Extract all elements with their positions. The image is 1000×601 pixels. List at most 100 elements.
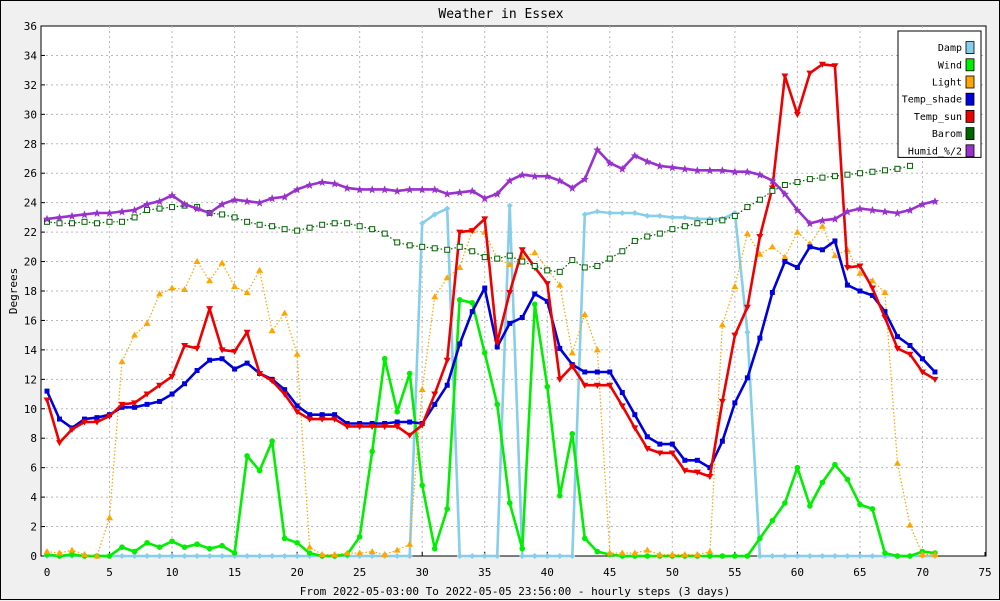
barom-point <box>706 218 713 225</box>
legend-label: Light <box>932 78 962 89</box>
damp-point <box>506 202 513 209</box>
light-point <box>343 549 351 556</box>
series-temp-sun <box>43 61 939 480</box>
wind-point <box>144 539 150 546</box>
temp-sun-point <box>56 440 64 447</box>
damp-point <box>206 553 213 559</box>
x-tick-label: 75 <box>978 566 991 579</box>
barom-point <box>444 246 451 253</box>
temp-sun-point <box>106 413 114 420</box>
barom-point <box>294 227 301 234</box>
damp-point <box>819 553 826 559</box>
y-tick-label: 8 <box>30 432 37 445</box>
temp-sun-point <box>143 391 151 398</box>
damp-point <box>469 553 476 559</box>
temp-shade-point <box>344 421 350 426</box>
wind-point <box>519 545 526 552</box>
barom-point <box>219 211 226 218</box>
temp-sun-point <box>68 426 76 433</box>
damp-point <box>744 329 751 336</box>
y-tick-label: 32 <box>24 79 37 92</box>
temp-shade-point <box>932 369 938 375</box>
damp-point <box>844 553 851 559</box>
light-point <box>693 551 701 558</box>
wind-point <box>494 401 501 408</box>
legend-swatch <box>965 75 975 89</box>
light-point <box>656 551 664 558</box>
barom-point <box>594 262 601 269</box>
y-tick-label: 10 <box>24 403 37 416</box>
humid-2-point <box>418 185 427 194</box>
wind-point <box>119 544 125 550</box>
temp-shade-point <box>607 369 613 375</box>
light-point <box>356 549 364 556</box>
wind-point <box>644 553 651 559</box>
y-tick-label: 16 <box>24 314 37 327</box>
y-tick-label: 26 <box>24 167 37 180</box>
damp-point <box>644 212 651 219</box>
legend-swatch <box>965 127 975 140</box>
wind-point <box>782 500 788 506</box>
temp-shade-point <box>894 334 900 340</box>
barom-point <box>269 223 276 230</box>
temp-sun-point <box>506 289 514 296</box>
temp-sun-point <box>656 450 664 457</box>
y-tick-label: 12 <box>24 373 37 386</box>
y-tick-label: 28 <box>24 138 37 151</box>
light-point <box>881 288 889 295</box>
temp-shade-point <box>182 381 188 387</box>
barom-point <box>906 162 913 169</box>
damp-point <box>369 553 376 559</box>
temp-sun-point <box>718 398 726 405</box>
legend-label: Wind <box>938 60 962 71</box>
wind-point <box>231 550 238 556</box>
temp-shade-point <box>744 375 750 381</box>
temp-shade-point <box>457 341 463 347</box>
temp-shade-point <box>582 369 588 375</box>
light-point <box>181 286 189 293</box>
temp-sun-point <box>93 419 101 426</box>
temp-sun-point <box>731 332 739 339</box>
temp-shade-point <box>557 345 563 351</box>
temp-shade-point <box>807 244 813 250</box>
light-point <box>681 551 689 558</box>
temp-sun-point <box>406 432 414 439</box>
light-point <box>668 551 676 558</box>
temp-sun-point <box>931 376 939 383</box>
temp-shade-point <box>507 320 513 326</box>
barom-point <box>481 254 488 261</box>
temp-shade-point <box>519 315 525 320</box>
humid-2-point <box>443 189 452 198</box>
humid-2-point <box>430 185 439 194</box>
barom-point <box>256 221 263 228</box>
wind-point <box>219 542 225 549</box>
light-point <box>868 277 876 284</box>
temp-sun-point <box>843 264 851 271</box>
humid-2-point <box>568 183 577 192</box>
temp-shade-point <box>794 264 800 270</box>
temp-shade-point <box>707 465 713 471</box>
humid-2-point <box>330 179 339 188</box>
temp-sun-point <box>81 419 89 426</box>
temp-sun-point <box>443 357 451 364</box>
temp-shade-point <box>532 291 538 297</box>
humid-2-point <box>105 208 114 217</box>
x-axis-label: From 2022-05-03:00 To 2022-05-05 23:56:0… <box>300 585 730 598</box>
temp-shade-point <box>244 360 250 366</box>
damp-point <box>544 553 551 559</box>
light-point <box>593 346 601 353</box>
humid-2-point <box>780 189 789 198</box>
legend-label: Barom <box>932 129 962 140</box>
temp-shade-point <box>594 369 600 375</box>
light-point <box>443 274 451 281</box>
humid-2-point <box>618 164 627 173</box>
damp-point <box>294 553 301 559</box>
humid-2-point <box>93 208 102 217</box>
wind-point <box>594 548 601 555</box>
humid-2-point <box>868 206 877 215</box>
temp-sun-point <box>918 369 926 376</box>
barom-point <box>344 220 351 227</box>
damp-point <box>606 209 613 216</box>
wind-point <box>456 297 463 303</box>
